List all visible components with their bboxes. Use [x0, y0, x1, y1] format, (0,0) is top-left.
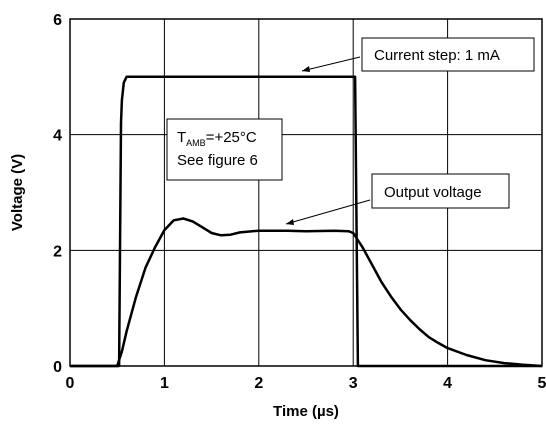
- annotation-text-conditions-line1: TAMB=+25°C: [177, 129, 257, 148]
- series-line-output-voltage: [70, 217, 543, 368]
- annotation-conditions-temp: =+25°C: [206, 129, 257, 146]
- series-layer: [70, 75, 543, 368]
- annotation-text-current-step: Current step: 1 mA: [374, 47, 500, 64]
- annotation-arrowhead-output-voltage: [286, 219, 294, 225]
- y-axis-title: Voltage (V): [9, 154, 26, 231]
- x-tick-label: 5: [538, 375, 546, 392]
- series-line-current-step: [70, 75, 542, 368]
- x-tick-label: 1: [160, 375, 169, 392]
- annotation-arrowhead-current-step: [302, 66, 310, 72]
- y-tick-label: 2: [53, 243, 62, 260]
- annotation-text-output-voltage: Output voltage: [384, 184, 482, 201]
- y-tick-label: 4: [53, 128, 62, 145]
- annotation-current-step: Current step: 1 mA: [301, 37, 535, 72]
- annotation-output-voltage: Output voltage: [285, 173, 510, 225]
- annotation-conditions-t: T: [177, 129, 186, 146]
- annotation-conditions: TAMB=+25°C See figure 6: [166, 118, 283, 181]
- annotation-box-current-step: [361, 37, 535, 72]
- annotation-arrow-current-step: [301, 56, 361, 72]
- plot-frame: [69, 18, 543, 367]
- x-axis-title: Time (µs): [273, 403, 339, 420]
- x-tick-label: 3: [349, 375, 358, 392]
- x-tick-label: 4: [443, 375, 452, 392]
- annotation-box-conditions: [166, 118, 283, 181]
- y-tick-label: 6: [53, 12, 62, 29]
- annotation-text-conditions-line2: See figure 6: [177, 152, 258, 169]
- x-tick-label: 0: [66, 375, 75, 392]
- annotation-box-output-voltage: [371, 173, 510, 209]
- annotation-conditions-sub: AMB: [186, 138, 206, 148]
- x-tick-label: 2: [254, 375, 263, 392]
- annotation-arrow-output-voltage: [285, 199, 371, 225]
- y-tick-label: 0: [53, 359, 62, 376]
- tick-labels: 0 1 2 3 4 5 0 2 4 6: [53, 12, 546, 392]
